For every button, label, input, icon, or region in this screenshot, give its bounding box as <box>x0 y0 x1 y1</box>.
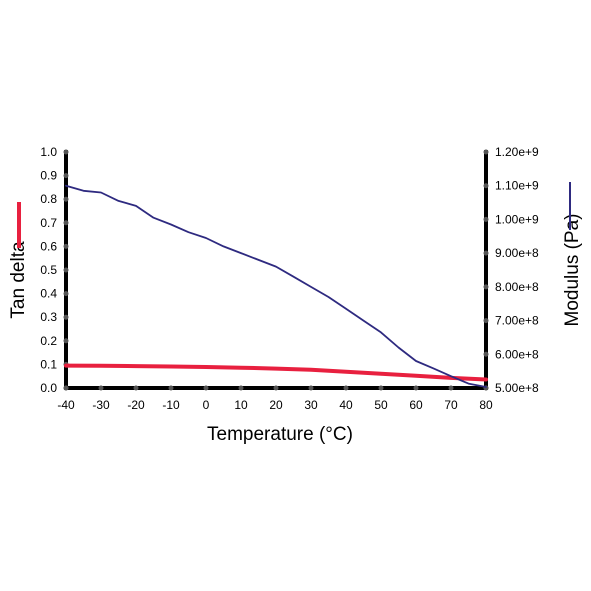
left-axis-title: Tan delta <box>8 241 29 319</box>
series-line-tan-delta <box>64 363 488 382</box>
left-tick-mark <box>63 385 69 391</box>
x-tick-label: 50 <box>374 398 388 412</box>
x-tick-label: 0 <box>203 398 210 412</box>
x-tick-mark <box>133 385 139 391</box>
left-tick-mark <box>63 243 69 249</box>
x-tick-label: 80 <box>479 398 493 412</box>
x-tick-label: -30 <box>92 398 110 412</box>
right-tick-mark <box>483 318 489 324</box>
left-tick-label: 0.1 <box>40 357 57 371</box>
x-axis-title: Temperature (°C) <box>207 424 353 445</box>
x-tick-mark <box>413 385 419 391</box>
right-tick-label: 5.00e+8 <box>495 381 539 395</box>
x-tick-label: 60 <box>409 398 423 412</box>
right-tick-mark <box>483 250 489 256</box>
left-tick-mark <box>63 338 69 344</box>
ticks: -40 -30 -20 -10 0 10 20 30 40 50 60 70 80 0.0 0.1 0.2 0.… <box>40 145 539 412</box>
x-tick-mark <box>378 385 384 391</box>
right-tick-mark <box>483 351 489 357</box>
left-tick-mark <box>63 314 69 320</box>
x-tick-mark <box>168 385 174 391</box>
x-tick-mark <box>448 385 454 391</box>
x-tick-label: 20 <box>269 398 283 412</box>
left-tick-label: 0.8 <box>40 192 57 206</box>
left-tick-mark <box>63 220 69 226</box>
x-tick-mark <box>238 385 244 391</box>
left-tick-mark <box>63 173 69 179</box>
left-tick-mark <box>63 267 69 273</box>
left-tick-mark <box>63 149 69 155</box>
right-tick-label: 1.20e+9 <box>495 145 539 159</box>
left-tick-label: 0.0 <box>40 381 57 395</box>
x-tick-label: 40 <box>339 398 353 412</box>
left-tick-label: 0.2 <box>40 334 57 348</box>
right-tick-mark <box>483 284 489 290</box>
x-tick-label: 70 <box>444 398 458 412</box>
left-tick-label: 1.0 <box>40 145 57 159</box>
right-tick-label: 8.00e+8 <box>495 280 539 294</box>
right-tick-mark <box>483 183 489 189</box>
left-tick-label: 0.3 <box>40 310 57 324</box>
legend-swatch-tan-delta <box>17 202 21 248</box>
right-tick-label: 7.00e+8 <box>495 314 539 328</box>
series-line-modulus <box>65 184 487 388</box>
x-tick-mark <box>308 385 314 391</box>
x-tick-mark <box>343 385 349 391</box>
x-tick-mark <box>273 385 279 391</box>
right-tick-mark <box>483 149 489 155</box>
x-tick-label: 10 <box>234 398 248 412</box>
right-axis-title: Modulus (Pa) <box>562 214 583 327</box>
left-tick-mark <box>63 291 69 297</box>
right-tick-label: 1.00e+9 <box>495 212 539 226</box>
left-tick-label: 0.9 <box>40 169 57 183</box>
x-tick-label: 30 <box>304 398 318 412</box>
left-tick-label: 0.6 <box>40 239 57 253</box>
left-tick-label: 0.4 <box>40 287 57 301</box>
x-tick-mark <box>98 385 104 391</box>
right-tick-label: 1.10e+9 <box>495 179 539 193</box>
legend-swatch-modulus <box>569 182 571 230</box>
x-tick-mark <box>203 385 209 391</box>
axes <box>64 150 488 390</box>
right-tick-label: 6.00e+8 <box>495 347 539 361</box>
x-tick-label: -10 <box>162 398 180 412</box>
x-tick-label: -20 <box>127 398 145 412</box>
series-layer <box>64 184 488 388</box>
right-tick-mark <box>483 216 489 222</box>
right-tick-label: 9.00e+8 <box>495 246 539 260</box>
left-tick-label: 0.7 <box>40 216 57 230</box>
left-tick-mark <box>63 196 69 202</box>
left-tick-label: 0.5 <box>40 263 57 277</box>
x-tick-label: -40 <box>57 398 75 412</box>
